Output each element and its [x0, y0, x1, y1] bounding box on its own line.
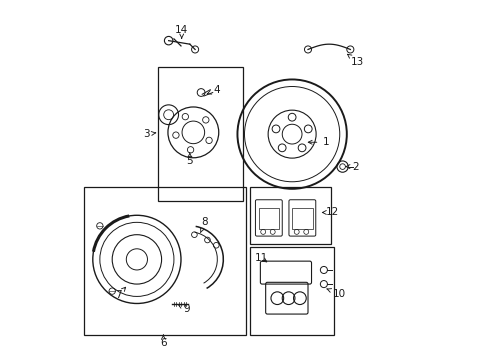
Text: 13: 13 [347, 54, 363, 67]
Bar [258, 208, 279, 229]
Bar [158, 67, 242, 201]
Text: 11: 11 [254, 253, 267, 263]
Text: 3: 3 [143, 129, 156, 139]
Text: 9: 9 [177, 304, 189, 314]
Text: 6: 6 [160, 335, 166, 348]
Text: 2: 2 [346, 162, 358, 172]
Text: 7: 7 [115, 287, 125, 300]
Bar [84, 187, 246, 335]
Text: 1: 1 [307, 137, 328, 147]
Bar [291, 208, 312, 229]
Text: 5: 5 [186, 153, 193, 166]
Text: 8: 8 [200, 217, 208, 233]
Text: 12: 12 [322, 207, 339, 217]
Text: 10: 10 [326, 289, 345, 298]
Bar [249, 247, 334, 335]
Text: 14: 14 [175, 25, 188, 38]
Bar [249, 187, 330, 243]
Text: 4: 4 [207, 85, 219, 95]
